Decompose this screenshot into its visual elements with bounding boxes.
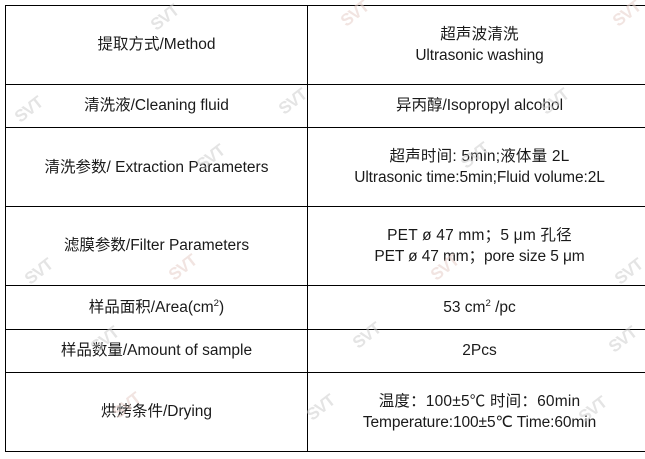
- parameter-name-cell: 提取方式/Method: [5, 5, 308, 85]
- parameter-value-cell: 53 cm2 /pc: [307, 285, 645, 330]
- table-row: 清洗参数/ Extraction Parameters 超声时间: 5min;液体…: [5, 127, 645, 208]
- table-row: 样品面积/Area(cm2) 53 cm2 /pc: [5, 285, 645, 330]
- cell-text-line: PET ø 47 mm；5 μm 孔径: [387, 226, 572, 244]
- parameter-name-cell: 烘烤条件/Drying: [5, 372, 308, 452]
- cell-text-line: 提取方式/Method: [97, 36, 216, 54]
- cell-text-line: Ultrasonic washing: [415, 46, 544, 64]
- table-row: 提取方式/Method 超声波清洗 Ultrasonic washing: [5, 5, 645, 85]
- cell-text-line: 超声波清洗: [440, 25, 519, 43]
- parameter-value-cell: 温度：100±5℃ 时间：60min Temperature:100±5℃ Tim…: [307, 372, 645, 452]
- table-row: 样品数量/Amount of sample 2Pcs: [5, 328, 645, 374]
- parameter-value-cell: PET ø 47 mm；5 μm 孔径 PET ø 47 mm；pore size…: [307, 206, 645, 287]
- table-row: 烘烤条件/Drying 温度：100±5℃ 时间：60min Temperature…: [5, 372, 645, 452]
- cell-text-line: PET ø 47 mm；pore size 5 μm: [374, 248, 585, 266]
- cell-text-line: 滤膜参数/Filter Parameters: [63, 237, 250, 255]
- cell-text-line: 清洗参数/ Extraction Parameters: [44, 158, 269, 176]
- cell-text-line: 烘烤条件/Drying: [100, 403, 213, 421]
- parameter-value-cell: 2Pcs: [307, 328, 645, 374]
- cell-text-line: 超声时间: 5min;液体量 2L: [389, 147, 570, 165]
- cell-text-line: 温度：100±5℃ 时间：60min: [378, 392, 581, 410]
- parameter-value-cell: 超声时间: 5min;液体量 2L Ultrasonic time:5min;Fl…: [307, 127, 645, 208]
- parameter-name-cell: 滤膜参数/Filter Parameters: [5, 206, 308, 287]
- cell-text-line: 2Pcs: [462, 342, 497, 360]
- parameter-name-cell: 样品数量/Amount of sample: [5, 328, 308, 374]
- cell-text-line: Temperature:100±5℃ Time:60min: [362, 414, 597, 432]
- cell-text-line: 样品数量/Amount of sample: [60, 342, 253, 360]
- specification-table-container: 提取方式/Method 超声波清洗 Ultrasonic washing 清洗液/Cl…: [5, 5, 645, 452]
- specification-table: 提取方式/Method 超声波清洗 Ultrasonic washing 清洗液/Cl…: [5, 5, 645, 452]
- specification-table-body: 提取方式/Method 超声波清洗 Ultrasonic washing 清洗液/Cl…: [5, 5, 645, 452]
- parameter-name-cell: 清洗液/Cleaning fluid: [5, 83, 308, 129]
- parameter-value-cell: 异丙醇/Isopropyl alcohol: [307, 83, 645, 129]
- parameter-value-cell: 超声波清洗 Ultrasonic washing: [307, 5, 645, 85]
- cell-text-line: 清洗液/Cleaning fluid: [84, 97, 229, 115]
- table-row: 清洗液/Cleaning fluid 异丙醇/Isopropyl alcohol: [5, 83, 645, 129]
- cell-text-line: Ultrasonic time:5min;Fluid volume:2L: [354, 169, 605, 187]
- parameter-name-cell: 清洗参数/ Extraction Parameters: [5, 127, 308, 208]
- cell-text-line: 异丙醇/Isopropyl alcohol: [395, 97, 564, 115]
- cell-text-line: 样品面积/Area(cm2): [88, 297, 225, 316]
- parameter-name-cell: 样品面积/Area(cm2): [5, 285, 308, 330]
- cell-text-line: 53 cm2 /pc: [443, 297, 516, 316]
- table-row: 滤膜参数/Filter Parameters PET ø 47 mm；5 μm 孔…: [5, 206, 645, 287]
